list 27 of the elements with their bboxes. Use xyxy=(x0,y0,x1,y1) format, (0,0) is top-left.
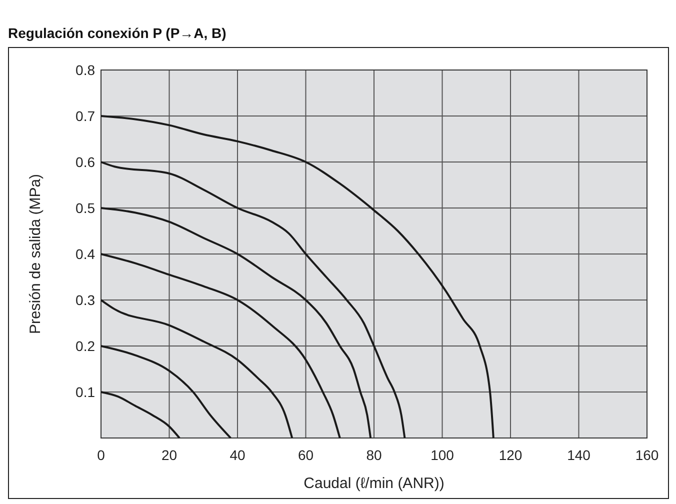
chart-title: Regulación conexión P (P→A, B) xyxy=(8,25,226,41)
y-tick-label: 0.4 xyxy=(76,246,96,262)
y-tick-label: 0.1 xyxy=(76,384,96,400)
x-tick-label: 160 xyxy=(635,447,659,463)
line-series xyxy=(100,115,494,439)
line-series xyxy=(100,345,232,439)
y-tick-label: 0.7 xyxy=(76,108,96,124)
y-axis-title: Presión de salida (MPa) xyxy=(27,174,44,334)
x-tick-label: 140 xyxy=(567,447,591,463)
y-tick-label: 0.3 xyxy=(76,292,96,308)
x-tick-label: 80 xyxy=(366,447,382,463)
y-tick-label: 0.8 xyxy=(76,62,96,78)
x-axis-title: Caudal (ℓ/min (ANR)) xyxy=(304,475,444,492)
x-tick-label: 60 xyxy=(298,447,314,463)
y-tick-label: 0.6 xyxy=(76,154,96,170)
y-tick-label: 0.5 xyxy=(76,200,96,216)
x-tick-label: 0 xyxy=(97,447,106,463)
line-series xyxy=(100,161,406,439)
line-series xyxy=(100,299,294,439)
line-series xyxy=(100,391,180,439)
y-tick-label: 0.2 xyxy=(76,338,96,354)
x-tick-label: 40 xyxy=(230,447,246,463)
line-series xyxy=(100,207,372,439)
x-tick-label: 100 xyxy=(430,447,454,463)
line-series xyxy=(100,253,341,439)
x-tick-label: 20 xyxy=(161,447,178,463)
x-tick-label: 120 xyxy=(498,447,522,463)
